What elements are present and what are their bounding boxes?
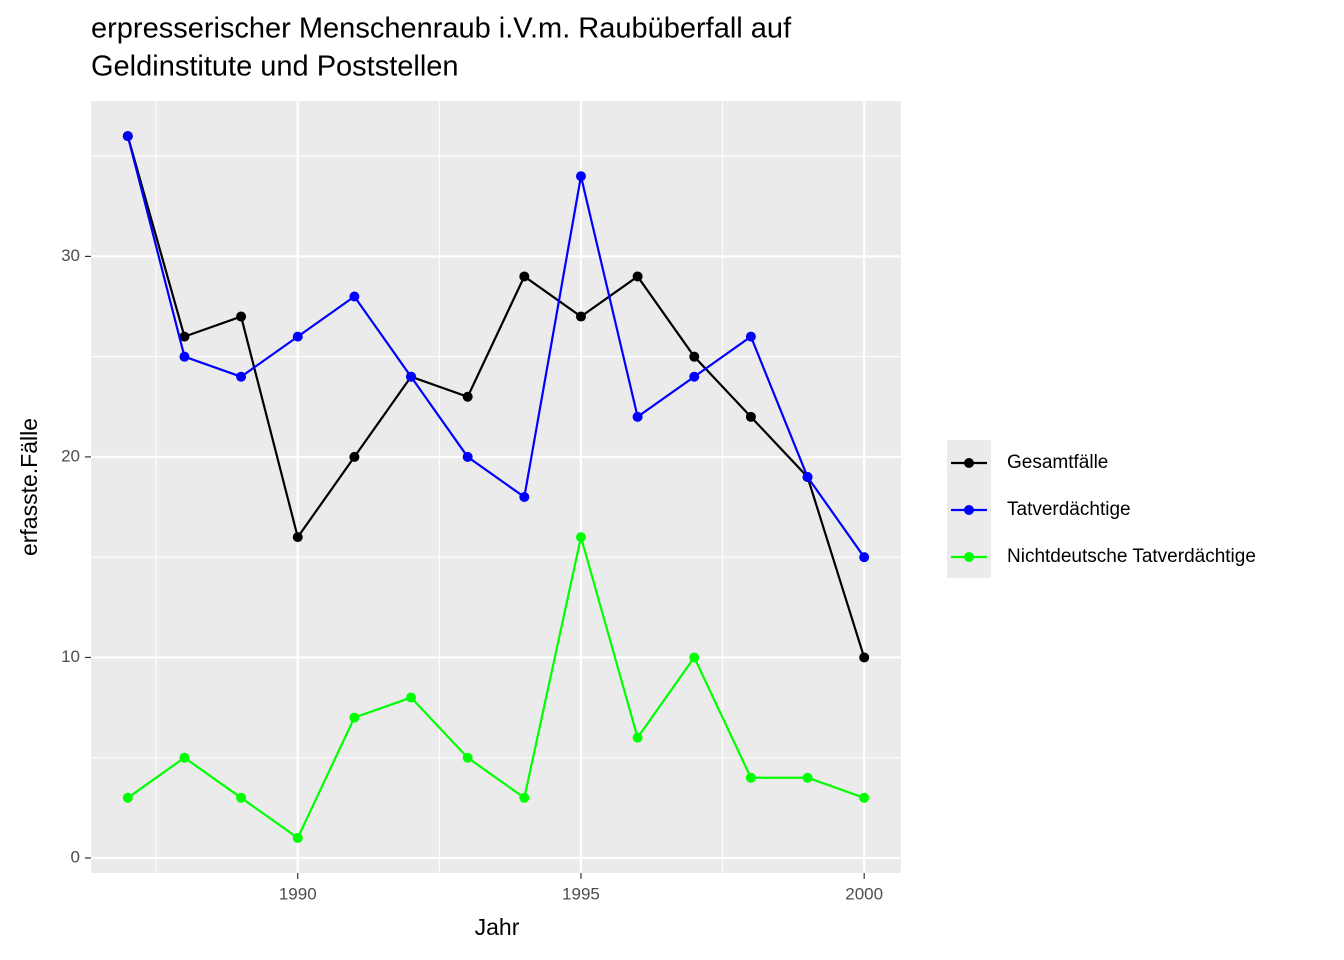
point [575,532,586,543]
point [519,792,530,803]
x-axis-title: Jahr [475,914,520,940]
point [236,792,247,803]
point [462,451,473,462]
legend-label: Nichtdeutsche Tatverdächtige [1007,546,1256,567]
panel [91,101,901,873]
point [292,832,303,843]
legend-label: Tatverdächtige [1007,499,1131,520]
point [292,532,303,543]
point [575,171,586,182]
point [689,652,700,663]
point [462,391,473,402]
y-tick-label: 0 [71,847,80,866]
point [236,311,247,322]
y-tick-label: 30 [61,246,80,265]
point [349,291,360,302]
point [179,351,190,362]
point [406,692,417,703]
series-line [127,536,865,840]
y-tick-label: 20 [61,446,80,465]
point [122,131,133,142]
point [179,752,190,763]
point [802,772,813,783]
y-tick-label: 10 [61,647,80,666]
point [689,371,700,382]
point [519,271,530,282]
point [349,451,360,462]
point [802,471,813,482]
point [689,351,700,362]
point [179,331,190,342]
chart-title: Geldinstitute und Poststellen [91,51,459,83]
point [745,411,756,422]
point [292,331,303,342]
chart-title: erpresserischer Menschenraub i.V.m. Raub… [91,13,792,45]
point [745,331,756,342]
point [632,271,643,282]
point [406,371,417,382]
legend-key-point [964,458,974,468]
x-tick-label: 1990 [279,884,317,903]
legend-key-point [964,505,974,515]
x-tick-label: 2000 [845,884,883,903]
point [349,712,360,723]
point [745,772,756,783]
point [236,371,247,382]
point [859,552,870,563]
point [519,492,530,503]
y-axis-title: erfasste.Fälle [16,418,42,556]
legend-label: Gesamtfälle [1007,452,1108,473]
point [462,752,473,763]
series-line [126,135,866,658]
point [859,652,870,663]
series-line [126,135,866,558]
point [632,411,643,422]
point [122,792,133,803]
point [859,792,870,803]
x-tick-label: 1995 [562,884,600,903]
point [575,311,586,322]
legend-key-point [964,552,974,562]
point [632,732,643,743]
